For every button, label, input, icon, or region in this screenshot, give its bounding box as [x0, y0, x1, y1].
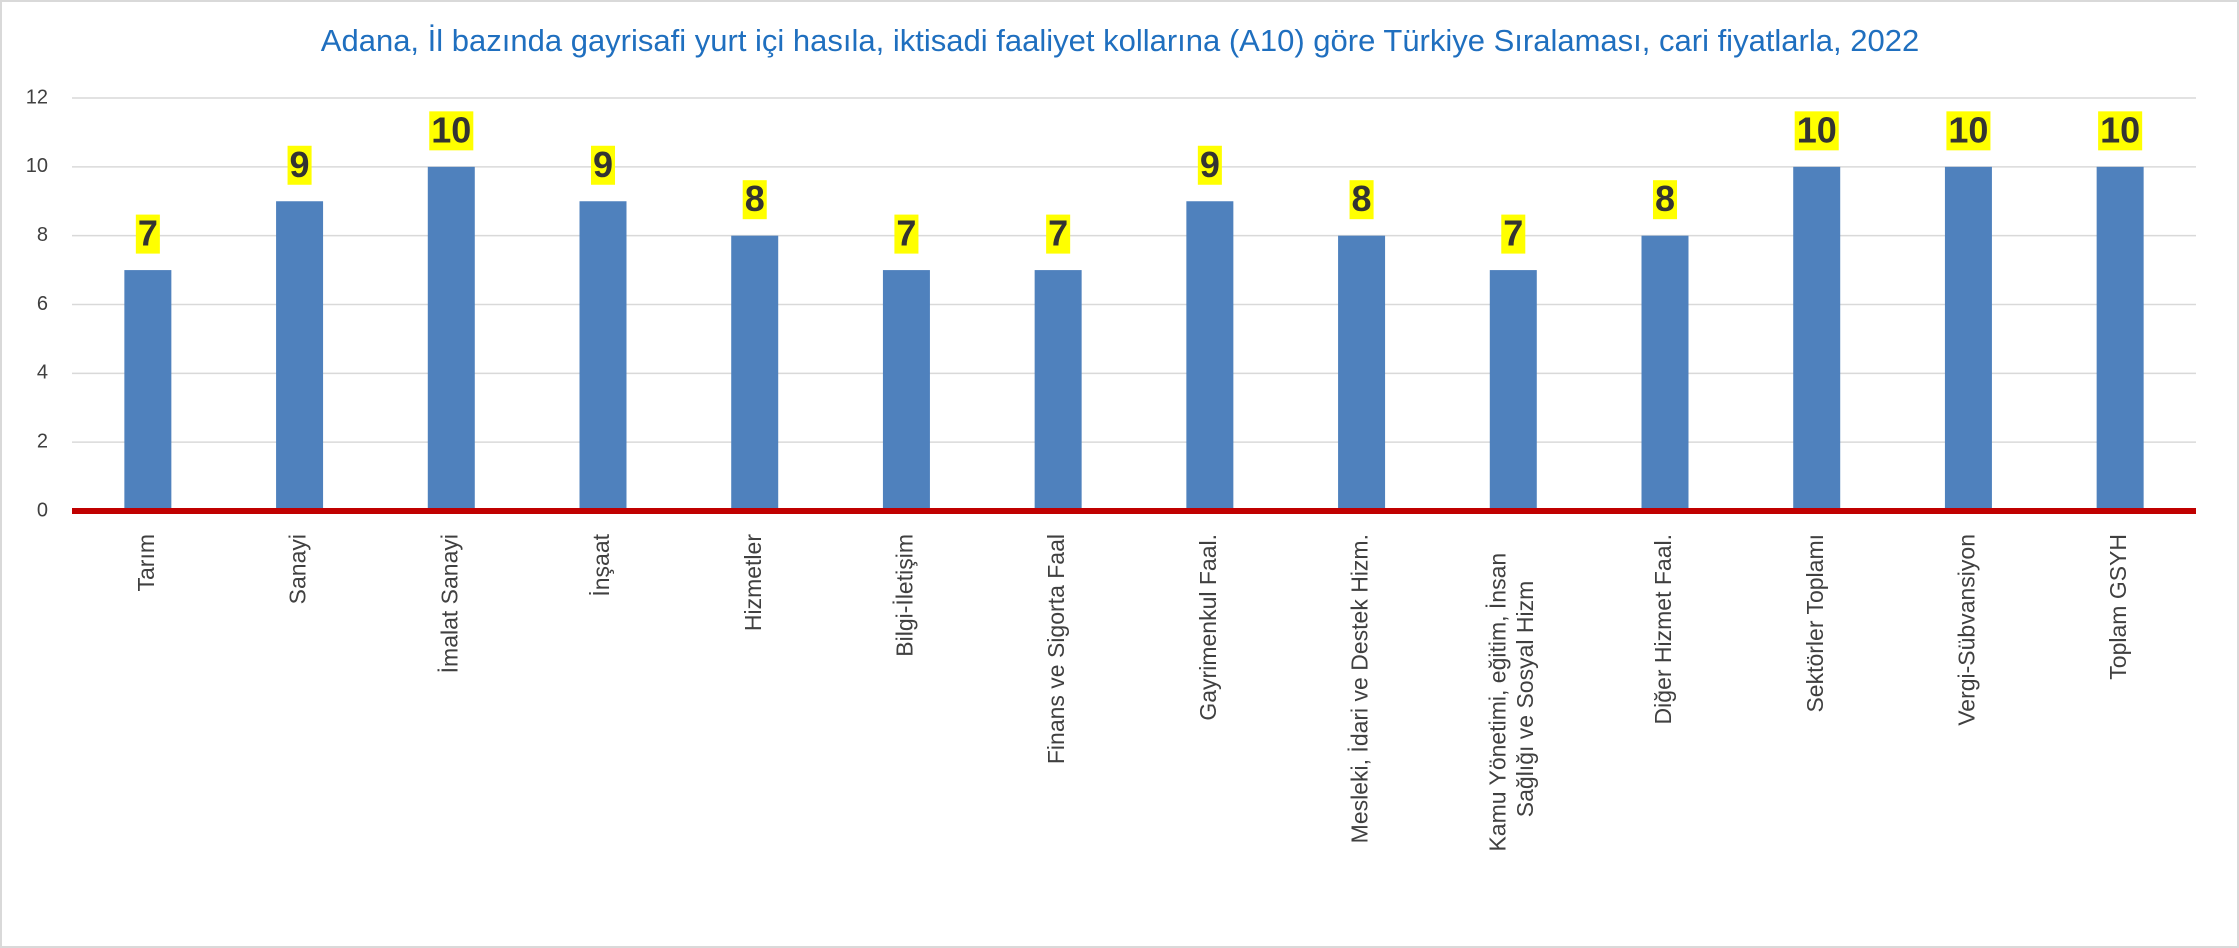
x-tick-label: Toplam GSYH — [2105, 534, 2131, 680]
data-label-group: 7 — [135, 213, 160, 254]
bar — [1338, 235, 1386, 511]
bar — [1034, 270, 1082, 511]
x-tick-label: Tarım — [133, 534, 159, 592]
data-label-bg — [135, 214, 160, 254]
x-tick-label: Bilgi-İletişim — [892, 534, 918, 657]
bar — [579, 201, 627, 511]
y-tick-label: 12 — [26, 86, 48, 108]
x-tick-label: Sanayi — [285, 534, 311, 604]
data-label-bg — [1652, 180, 1678, 220]
x-tick-label: Hizmetler — [740, 534, 766, 631]
x-tick-label: Diğer Hizmet Faal. — [1650, 534, 1676, 724]
data-label-bg — [1349, 180, 1374, 220]
data-label: 9 — [1200, 144, 1220, 185]
data-label-bg — [1197, 145, 1222, 185]
bar — [1186, 201, 1234, 511]
x-tick-label: Gayrimenkul Faal. — [1195, 534, 1221, 721]
data-label-group: 10 — [1794, 109, 1839, 151]
data-label-bg — [287, 145, 312, 185]
data-label: 7 — [896, 213, 916, 254]
y-tick-label: 6 — [37, 293, 48, 315]
data-label-bg — [742, 180, 767, 220]
data-label: 8 — [1655, 178, 1675, 219]
data-label-group: 8 — [1349, 178, 1374, 220]
chart-title: Adana, İl bazında gayrisafi yurt içi has… — [321, 23, 1919, 58]
data-label-group: 10 — [2098, 109, 2143, 151]
bar — [1641, 235, 1689, 511]
bar — [2096, 166, 2144, 512]
data-label: 10 — [2100, 109, 2140, 150]
data-label-bg — [590, 145, 616, 185]
x-tick-label: Kamu Yönetimi, eğitim, İnsan Sağlığı ve … — [1485, 546, 1539, 851]
x-tick-label: Vergi-Sübvansiyon — [1954, 534, 1980, 726]
bar — [124, 270, 172, 511]
data-label: 7 — [1048, 213, 1068, 254]
data-label-group: 8 — [742, 178, 767, 220]
data-label-group: 8 — [1652, 178, 1678, 220]
x-tick-label: Sektörler Toplamı — [1802, 534, 1828, 713]
data-label: 10 — [431, 109, 471, 150]
bar — [731, 235, 779, 511]
data-label-group: 10 — [429, 109, 474, 151]
data-label-bg — [2098, 111, 2143, 151]
data-label-bg — [1946, 111, 1991, 151]
bar — [882, 270, 930, 511]
x-tick-label: Mesleki, İdari ve Destek Hizm. — [1347, 534, 1373, 843]
y-tick-label: 2 — [37, 430, 48, 452]
data-label-group: 10 — [1946, 109, 1991, 151]
data-label: 8 — [745, 178, 765, 219]
data-label: 9 — [593, 144, 613, 185]
data-label: 7 — [1503, 213, 1523, 254]
bar — [1944, 166, 1992, 512]
data-label-group: 9 — [287, 144, 312, 185]
x-tick-label: İnşaat — [588, 533, 614, 596]
data-label: 9 — [290, 144, 310, 185]
data-label: 7 — [138, 213, 158, 254]
y-tick-label: 0 — [37, 499, 48, 521]
bar — [276, 201, 324, 511]
data-label-group: 7 — [894, 213, 919, 254]
bar — [427, 166, 475, 512]
data-label: 10 — [1797, 109, 1837, 150]
bar — [1489, 270, 1537, 511]
data-label-bg — [1501, 214, 1526, 254]
data-label-bg — [894, 214, 919, 254]
data-label-group: 9 — [590, 144, 616, 185]
y-tick-label: 4 — [37, 362, 48, 384]
data-label-bg — [1794, 111, 1839, 151]
data-label-bg — [429, 111, 474, 151]
y-tick-label: 10 — [26, 155, 48, 177]
x-tick-label: İmalat Sanayi — [436, 534, 462, 673]
data-label: 10 — [1948, 109, 1988, 150]
data-label-group: 7 — [1501, 213, 1526, 254]
data-label-group: 9 — [1197, 144, 1222, 185]
data-label-bg — [1046, 214, 1071, 254]
data-label: 8 — [1352, 178, 1372, 219]
bar — [1793, 166, 1841, 512]
data-label-group: 7 — [1046, 213, 1071, 254]
y-tick-label: 8 — [37, 224, 48, 246]
x-tick-label: Finans ve Sigorta Faal — [1043, 534, 1069, 764]
